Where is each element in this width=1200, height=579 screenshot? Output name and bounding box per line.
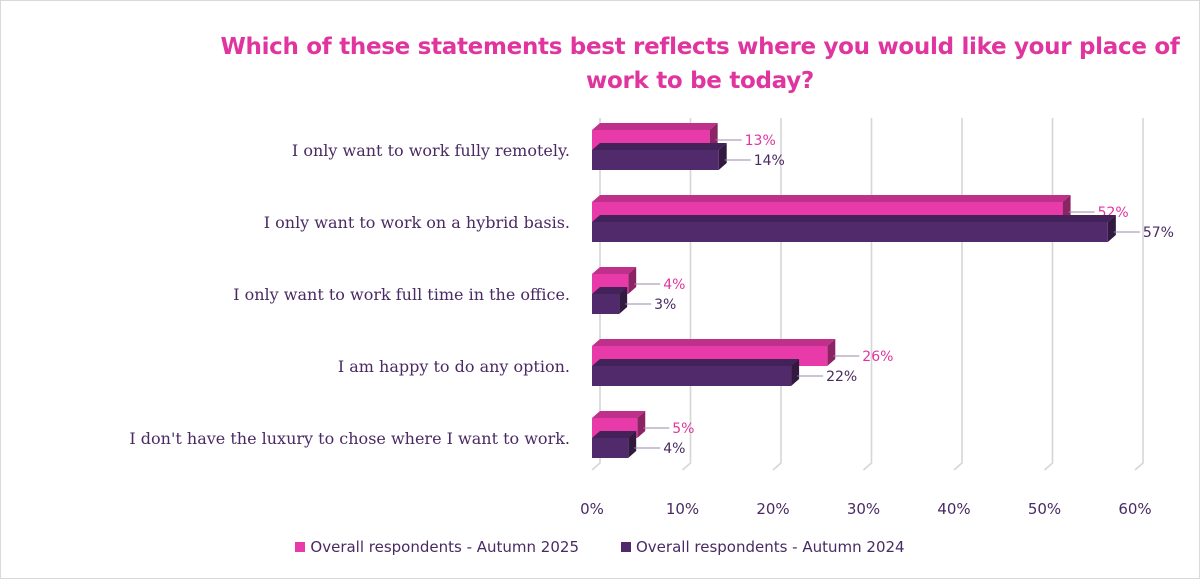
gridline [681, 118, 692, 471]
bar [592, 294, 620, 314]
gridline [772, 118, 782, 471]
bar [592, 150, 719, 170]
data-label: 26% [862, 349, 893, 365]
bar-side-face [628, 431, 637, 458]
bar-side-face [718, 143, 727, 170]
x-tick-label: 20% [756, 500, 789, 518]
category-label: I am happy to do any option. [338, 357, 570, 376]
x-tick-label: 30% [847, 500, 880, 518]
gridline [1043, 118, 1054, 471]
legend: Overall respondents - Autumn 2025 Overal… [0, 538, 1200, 556]
bar-top-face [592, 287, 628, 294]
legend-label-2025: Overall respondents - Autumn 2025 [310, 538, 579, 556]
x-tick-label: 60% [1118, 500, 1151, 518]
x-tick-label: 0% [580, 500, 604, 518]
bar-top-face [592, 267, 637, 274]
bar-side-face [628, 267, 637, 294]
bar-side-face [1107, 215, 1116, 242]
gridline [862, 118, 873, 471]
data-label: 14% [754, 153, 785, 169]
category-label: I only want to work on a hybrid basis. [264, 213, 570, 232]
bar-top-face [592, 195, 1071, 202]
chart-title-line-2: work to be today? [586, 68, 814, 94]
bar-side-face [637, 411, 646, 438]
legend-item-2024: Overall respondents - Autumn 2024 [621, 538, 905, 556]
data-label: 22% [826, 369, 857, 385]
legend-item-2025: Overall respondents - Autumn 2025 [295, 538, 579, 556]
x-tick-label: 50% [1028, 500, 1061, 518]
bar-side-face [619, 287, 628, 314]
gridline [1134, 118, 1144, 471]
bar [592, 222, 1108, 242]
bar-top-face [592, 359, 800, 366]
chart-title: Which of these statements best reflects … [150, 30, 1200, 98]
category-label: I don't have the luxury to chose where I… [129, 429, 570, 448]
gridline [953, 118, 963, 471]
legend-label-2024: Overall respondents - Autumn 2024 [636, 538, 905, 556]
bar-side-face [791, 359, 800, 386]
bar-top-face [592, 215, 1116, 222]
chart-title-line-1: Which of these statements best reflects … [220, 34, 1180, 60]
data-label: 3% [654, 297, 676, 313]
category-label: I only want to work full time in the off… [233, 285, 570, 304]
legend-swatch-2025 [295, 542, 306, 552]
x-tick-label: 10% [666, 500, 699, 518]
data-label: 13% [745, 133, 776, 149]
data-label: 4% [663, 441, 685, 457]
bar-top-face [592, 143, 727, 150]
category-label: I only want to work fully remotely. [292, 141, 570, 160]
data-label: 4% [663, 277, 685, 293]
bar-top-face [592, 123, 718, 130]
x-tick-label: 40% [937, 500, 970, 518]
bar [592, 438, 629, 458]
bar-top-face [592, 431, 637, 438]
bar-top-face [592, 339, 836, 346]
legend-swatch-2024 [621, 542, 631, 552]
data-label: 57% [1143, 225, 1174, 241]
bar-side-face [827, 339, 836, 366]
data-label: 5% [672, 421, 694, 437]
bar-top-face [592, 411, 646, 418]
bar [592, 366, 792, 386]
